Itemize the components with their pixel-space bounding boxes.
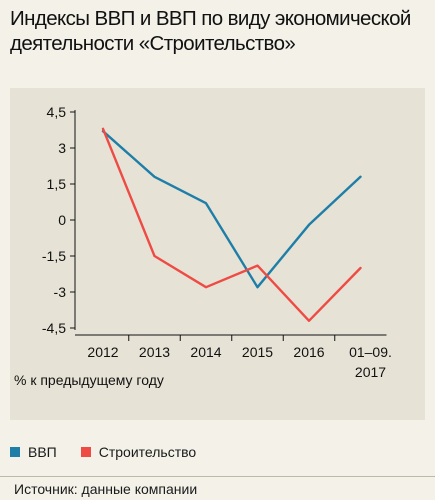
legend-item-construction: Строительство (80, 444, 197, 460)
data-point-1 (256, 264, 259, 267)
x-tick-label: 2016 (293, 344, 324, 360)
x-tick-label: 2015 (242, 344, 273, 360)
y-tick-label: 3 (58, 140, 66, 156)
x-tick-label: 2014 (190, 344, 221, 360)
legend-swatch-vvp (10, 447, 20, 457)
x-tick-label: 01–09. 2017 (349, 344, 392, 380)
data-point-1 (153, 255, 156, 257)
data-point-0 (153, 176, 156, 178)
chart-series (101, 127, 362, 322)
y-tick-label: -3 (54, 284, 67, 300)
chart-title: Индексы ВВП и ВВП по виду экономической … (10, 7, 411, 55)
legend-item-vvp: ВВП (10, 444, 57, 460)
legend: ВВП Строительство (10, 444, 220, 460)
data-point-1 (308, 320, 310, 322)
y-unit-label: % к предыдущему году (14, 372, 164, 388)
y-tick-label: 1,5 (47, 176, 67, 192)
plot-background (10, 88, 425, 420)
data-point-1 (205, 286, 207, 289)
x-axis-ticks: 2012 2013 2014 2015 2016 01–09. 2017 (87, 335, 392, 380)
source-note: Источник: данные компании (0, 476, 435, 500)
y-tick-label: -4,5 (42, 320, 66, 336)
y-tick-label: 0 (58, 212, 66, 228)
legend-label-construction: Строительство (98, 444, 197, 460)
x-tick-label: 2012 (87, 344, 118, 360)
series-line-1 (101, 127, 362, 322)
data-point-0 (359, 176, 362, 178)
legend-label-vvp: ВВП (28, 444, 57, 460)
chart-axes (74, 110, 387, 336)
x-tick-label: 2013 (139, 344, 170, 360)
data-point-1 (359, 267, 362, 269)
y-tick-label: -1,5 (42, 248, 66, 264)
data-point-0 (205, 202, 207, 204)
data-point-0 (256, 286, 259, 289)
y-axis-ticks: 4,5 3 1,5 0 -1,5 -3 -4,5 (42, 104, 75, 336)
y-tick-label: 4,5 (47, 104, 67, 120)
legend-swatch-construction (80, 447, 91, 457)
data-point-1 (102, 128, 104, 130)
data-point-0 (308, 224, 310, 226)
series-line-0 (101, 129, 362, 289)
